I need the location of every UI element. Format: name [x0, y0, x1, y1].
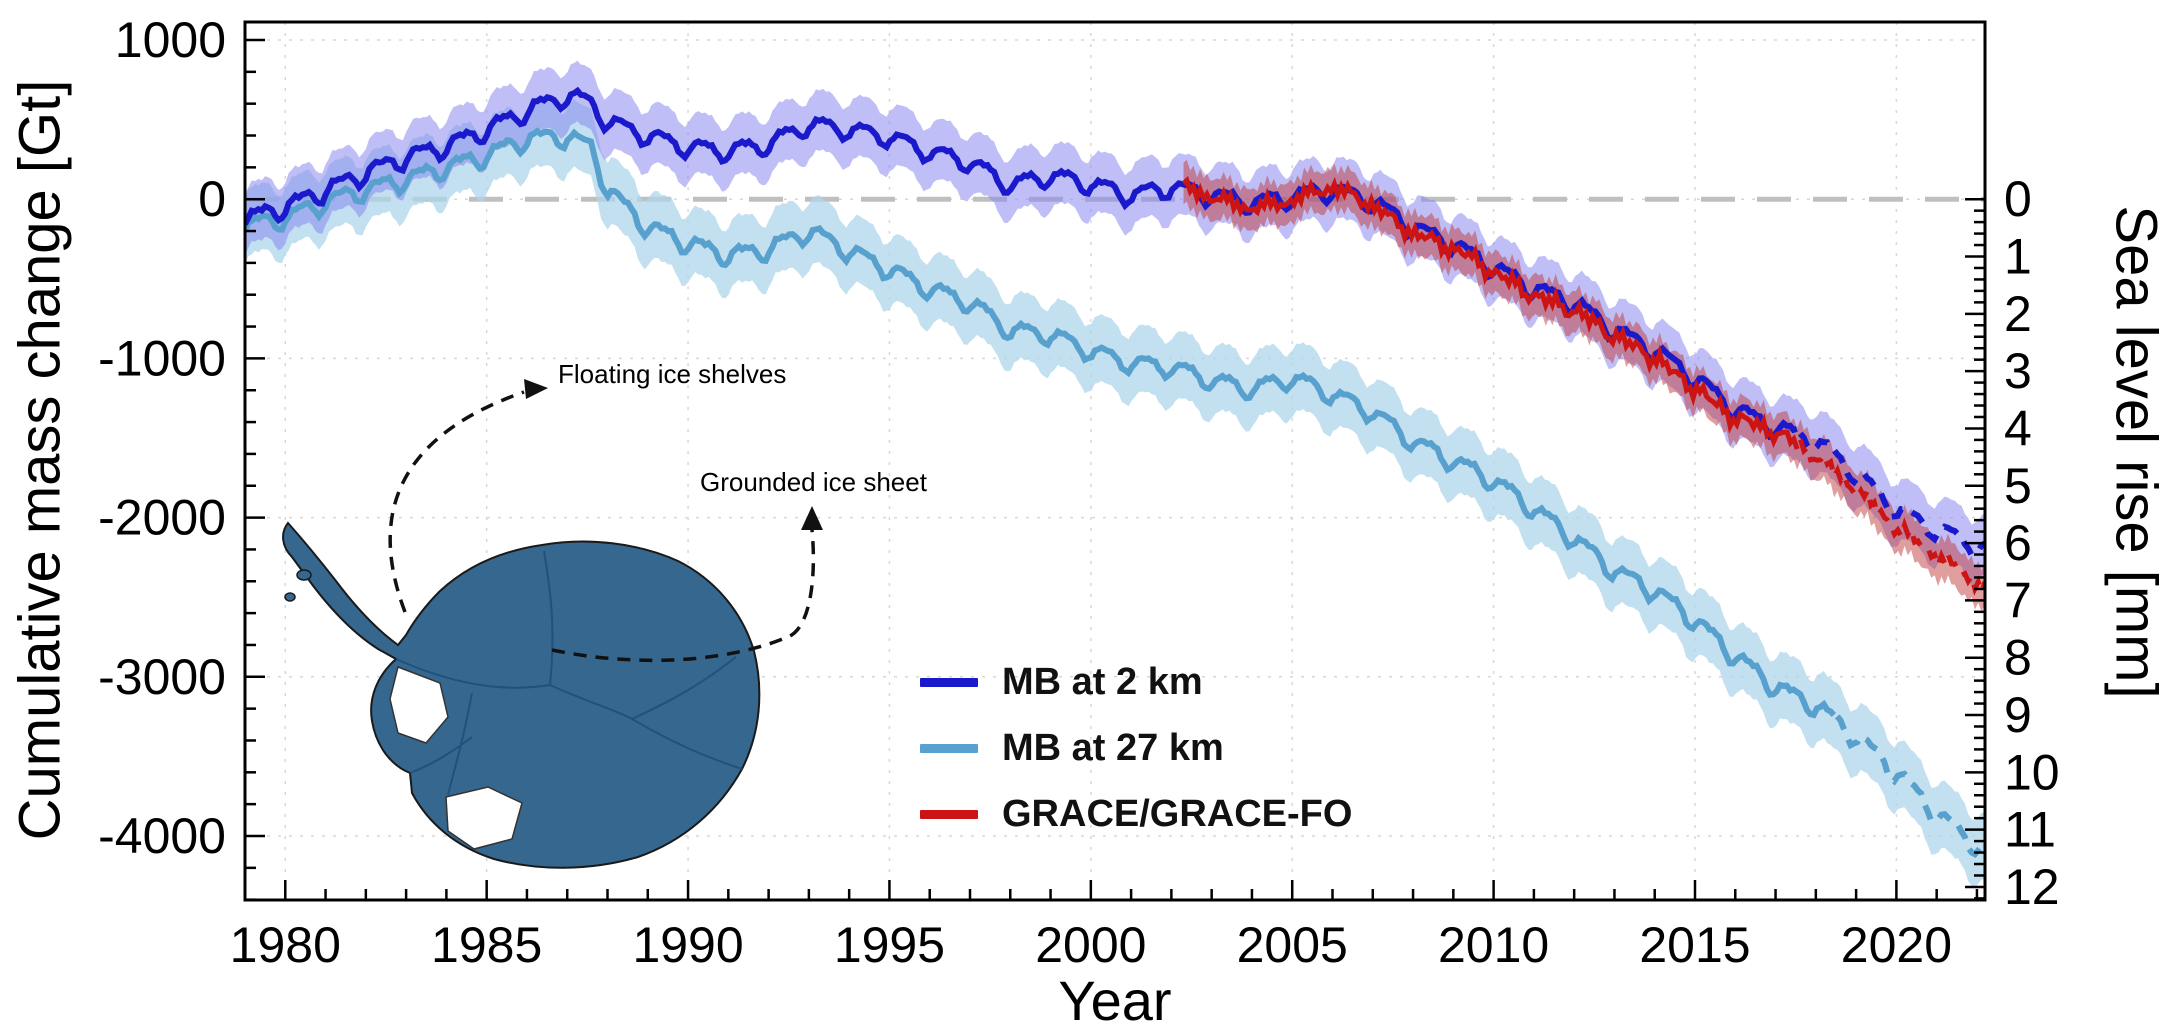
right-tick-label: 9: [2004, 687, 2032, 743]
legend-item-1: MB at 2 km: [920, 660, 1352, 704]
island: [284, 592, 296, 602]
x-axis-title: Year: [1058, 969, 1172, 1031]
island: [296, 569, 312, 581]
right-tick-label: 7: [2004, 572, 2032, 628]
x-tick-label: 2015: [1639, 917, 1750, 973]
x-tick-label: 2000: [1035, 917, 1146, 973]
antarctica-continent: [282, 521, 761, 869]
x-tick-label: 2005: [1237, 917, 1348, 973]
right-tick-label: 3: [2004, 343, 2032, 399]
left-tick-label: -1000: [98, 330, 226, 386]
right-tick-label: 12: [2004, 859, 2060, 915]
drainage-basin-lines: [395, 550, 743, 796]
x-tick-label: 2010: [1438, 917, 1549, 973]
legend-item-3: GRACE/GRACE-FO: [920, 792, 1352, 836]
legend-label: GRACE/GRACE-FO: [1002, 792, 1353, 835]
left-tick-label: -4000: [98, 808, 226, 864]
legend-label: MB at 27 km: [1002, 726, 1224, 769]
ross-ice-shelf: [445, 786, 523, 850]
left-tick-label: 1000: [115, 12, 226, 68]
right-tick-label: 5: [2004, 458, 2032, 514]
legend-swatch: [920, 677, 978, 687]
series-line-grace-grace-fo: [1181, 175, 1800, 450]
right-tick-label: 2: [2004, 286, 2032, 342]
series-line-grace-grace-fo-dashed: [1798, 438, 1985, 599]
x-tick-label: 2020: [1841, 917, 1952, 973]
axis-ticks: [243, 38, 1985, 901]
tick-labels: 1980 1985 1990 1995 2000 2005 2010 2015 20201000…: [98, 12, 2060, 973]
series-line-mb-at-2-km-dashed: [1798, 431, 1985, 560]
series-line-mb-at-27-km-dashed: [1834, 714, 1985, 858]
series-line-mb-at-2-km: [245, 86, 1798, 441]
legend: MB at 2 km MB at 27 km GRACE/GRACE-FO: [920, 660, 1352, 836]
right-tick-label: 11: [2004, 802, 2056, 858]
left-tick-label: 0: [198, 171, 226, 227]
annotation-floating-ice-shelves: Floating ice shelves: [558, 359, 787, 389]
right-tick-label: 6: [2004, 515, 2032, 571]
x-tick-label: 1995: [834, 917, 945, 973]
right-tick-label: 4: [2004, 400, 2032, 456]
right-tick-label: 0: [2004, 171, 2032, 227]
series-line-mb-at-27-km: [245, 127, 1837, 719]
left-tick-label: -3000: [98, 649, 226, 705]
series-lines: [245, 86, 1985, 858]
right-tick-label: 1: [2004, 229, 2032, 285]
plot-frame: [243, 20, 1987, 902]
x-tick-label: 1990: [632, 917, 743, 973]
ronne-ice-shelf: [389, 665, 449, 744]
antarctica-inset-map: [250, 487, 774, 905]
left-axis-title: Cumulative mass change [Gt]: [7, 79, 73, 841]
antarctica-map-svg: [282, 521, 761, 869]
legend-item-2: MB at 27 km: [920, 726, 1352, 770]
left-tick-label: -2000: [98, 490, 226, 546]
legend-swatch: [920, 743, 978, 753]
legend-label: MB at 2 km: [1002, 660, 1203, 703]
right-tick-label: 8: [2004, 630, 2032, 686]
right-tick-label: 10: [2004, 744, 2060, 800]
x-tick-label: 1985: [431, 917, 542, 973]
x-tick-label: 1980: [230, 917, 341, 973]
annotation-grounded-ice-sheet: Grounded ice sheet: [700, 467, 927, 497]
legend-swatch: [920, 809, 978, 819]
right-axis-title: Sea level rise [mm]: [2103, 205, 2169, 699]
